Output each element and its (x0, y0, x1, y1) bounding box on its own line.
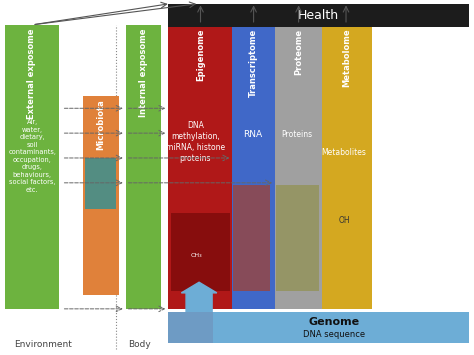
Bar (168, 4, 469, 27)
Text: Environment: Environment (14, 340, 72, 349)
Bar (275, 25, 322, 309)
Text: Proteome: Proteome (294, 28, 303, 75)
Text: External exposome: External exposome (27, 28, 36, 119)
Text: Air,
water,
dietary,
soil
contaminants,
occupation,
drugs,
behaviours,
social fa: Air, water, dietary, soil contaminants, … (8, 119, 56, 193)
Text: Proteins: Proteins (281, 130, 312, 140)
Bar (83, 96, 118, 295)
Bar (126, 25, 161, 309)
Text: OH: OH (338, 215, 350, 225)
Text: DNA sequence: DNA sequence (303, 330, 365, 339)
Text: Metabolites: Metabolites (322, 148, 366, 157)
Bar (168, 25, 232, 309)
Text: Genome: Genome (308, 317, 359, 327)
Bar (276, 185, 319, 291)
Bar (171, 213, 230, 291)
Text: CH₃: CH₃ (191, 253, 202, 258)
Text: Metabolome: Metabolome (343, 28, 352, 87)
Bar (232, 25, 275, 309)
Text: Body: Body (128, 340, 151, 349)
Bar (168, 312, 469, 343)
Text: Internal exposome: Internal exposome (139, 28, 148, 117)
Bar (233, 185, 270, 291)
Text: Transcriptome: Transcriptome (249, 28, 258, 97)
Bar (322, 25, 372, 309)
Bar (5, 25, 59, 309)
Bar (85, 158, 116, 209)
Text: Epigenome: Epigenome (196, 28, 205, 81)
Text: Health: Health (298, 9, 339, 22)
FancyArrow shape (181, 282, 217, 312)
Bar (168, 312, 213, 343)
Text: DNA
methylation,
miRNA, histone
proteins: DNA methylation, miRNA, histone proteins (166, 121, 225, 163)
Text: RNA: RNA (243, 130, 262, 140)
Text: Microbiota: Microbiota (96, 99, 105, 150)
